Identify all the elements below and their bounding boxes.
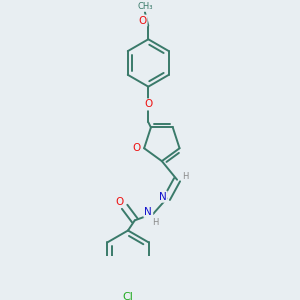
Text: Cl: Cl xyxy=(123,292,134,300)
Text: N: N xyxy=(159,192,167,202)
Text: O: O xyxy=(144,99,152,110)
Text: O: O xyxy=(138,16,146,26)
Text: O: O xyxy=(132,143,141,153)
Text: H: H xyxy=(152,218,158,226)
Text: H: H xyxy=(182,172,189,181)
Text: N: N xyxy=(144,207,152,217)
Text: CH₃: CH₃ xyxy=(137,2,153,11)
Text: O: O xyxy=(116,197,124,207)
